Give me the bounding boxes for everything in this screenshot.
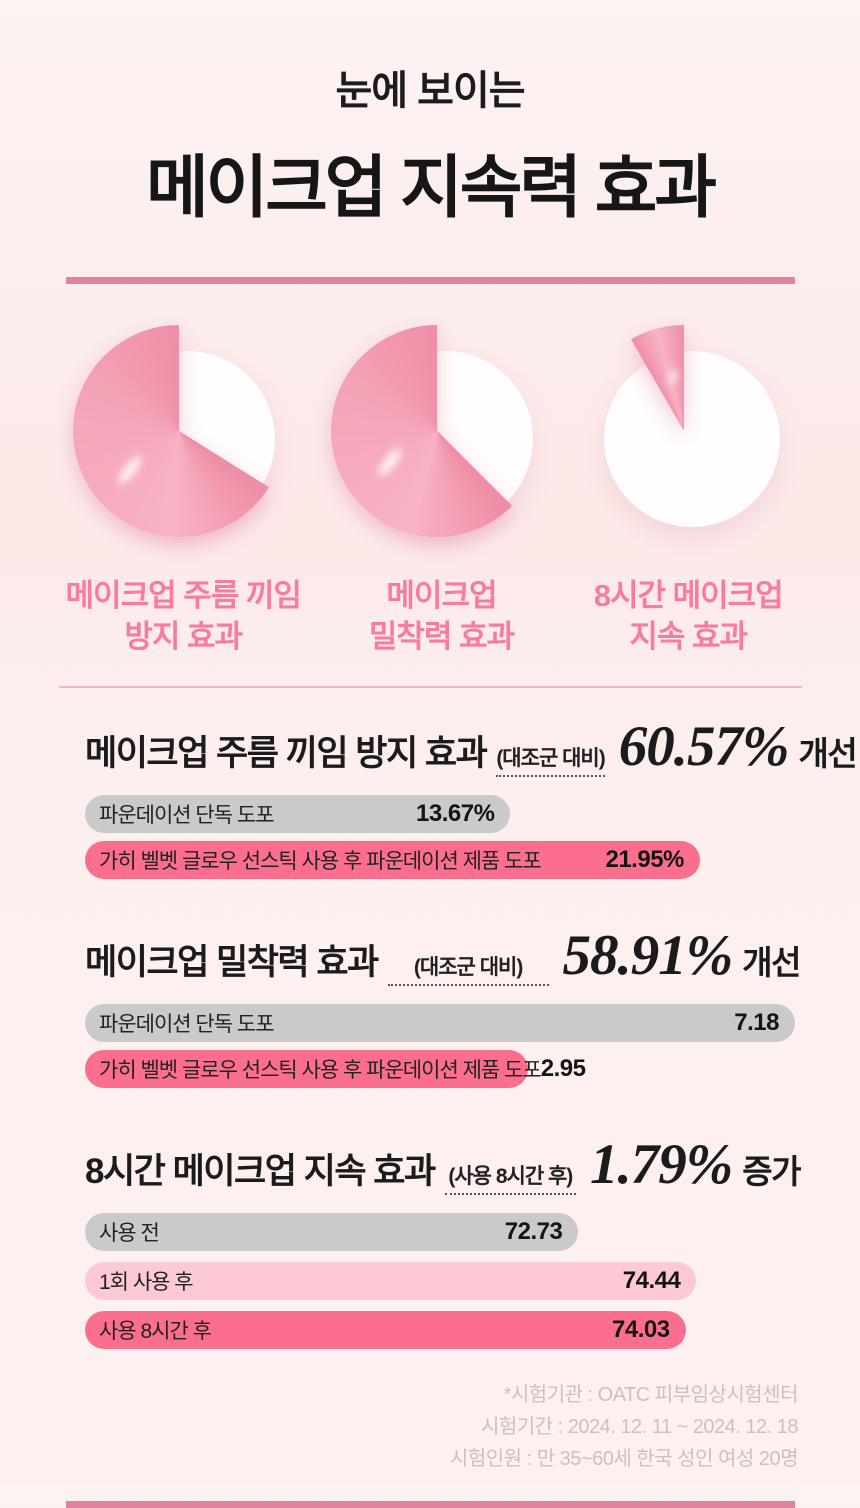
section-1-condition: (대조군 대비) bbox=[496, 742, 606, 777]
footnote-test-period: 시험기간 : 2024. 12. 11 ~ 2024. 12. 18 bbox=[480, 1415, 799, 1438]
footnote: *시험기관 : OATC 피부임상시험센터 시험기간 : 2024. 12. 1… bbox=[0, 1379, 860, 1475]
section-3-bar-1-value: 72.73 bbox=[504, 1217, 563, 1245]
section-3-condition: (사용 8시간 후) bbox=[444, 1160, 577, 1195]
section-2-bar-1-value: 7.18 bbox=[734, 1008, 779, 1036]
section-2-condition: (대조군 대비) bbox=[387, 951, 549, 986]
section-3-bar-2-value: 74.44 bbox=[622, 1266, 681, 1294]
pie-1-gloss-highlight bbox=[115, 453, 145, 487]
section-1-heading: 메이크업 주름 끼임 방지 효과 bbox=[85, 733, 488, 773]
pie-adhesion: 메이크업 밀착력 효과 bbox=[326, 320, 556, 658]
section-1-value: 60.57% bbox=[618, 714, 790, 778]
section-1-bar-2-value: 21.95% bbox=[605, 845, 684, 873]
section-3-value: 1.79% bbox=[590, 1132, 733, 1196]
footnote-test-institute: *시험기관 : OATC 피부임상시험센터 bbox=[503, 1383, 799, 1406]
section-3-bar-3: 사용 8시간 후 74.03 bbox=[85, 1310, 686, 1349]
section-2-bar-2: 가히 벨벳 글로우 선스틱 사용 후 파운데이션 제품 도포 2.95 bbox=[85, 1049, 586, 1088]
section-2-bar-1: 파운데이션 단독 도포 7.18 bbox=[85, 1003, 795, 1042]
pie-3-gloss-highlight bbox=[668, 368, 679, 386]
section-2-value: 58.91% bbox=[562, 923, 734, 987]
page-title: 메이크업 지속력 효과 bbox=[146, 150, 717, 226]
pie-2-label-line2: 밀착력 효과 bbox=[368, 618, 515, 654]
pie-chart-row: 메이크업 주름 끼임 방지 효과 메이크업 밀착력 효과 8시간 메이크업 지속… bbox=[40, 320, 820, 658]
pie-1-label-line2: 방지 효과 bbox=[124, 618, 243, 654]
pie-3-label: 8시간 메이크업 지속 효과 bbox=[593, 576, 784, 658]
section-1-bar-1-label: 파운데이션 단독 도포 bbox=[99, 803, 275, 827]
pie-2-label-line1: 메이크업 bbox=[386, 578, 497, 613]
section-1-suffix: 개선 bbox=[798, 734, 857, 772]
section-2-bar-2-label: 가히 벨벳 글로우 선스틱 사용 후 파운데이션 제품 도포 bbox=[99, 1058, 542, 1082]
section-1-bar-1: 파운데이션 단독 도포 13.67% bbox=[85, 794, 511, 833]
pie-8hour-persistence: 8시간 메이크업 지속 효과 bbox=[556, 320, 820, 658]
section-3-suffix: 증가 bbox=[742, 1152, 801, 1190]
pie-2-filled-wedge bbox=[331, 325, 544, 537]
section-3-bar-1: 사용 전 72.73 bbox=[85, 1212, 579, 1251]
pie-3-label-line1: 8시간 메이크업 bbox=[593, 578, 784, 613]
section-2-heading: 메이크업 밀착력 효과 bbox=[85, 942, 379, 982]
pie-3-label-line2: 지속 효과 bbox=[629, 618, 748, 654]
section-2-heading-row: 메이크업 밀착력 효과 (대조군 대비) 58.91% 개선 bbox=[85, 923, 801, 988]
section-1-bar-2-label: 가히 벨벳 글로우 선스틱 사용 후 파운데이션 제품 도포 bbox=[99, 849, 542, 873]
section-3-bar-2-label: 1회 사용 후 bbox=[99, 1270, 194, 1294]
top-divider bbox=[65, 277, 795, 284]
pie-1-label-line1: 메이크업 주름 끼임 bbox=[65, 578, 302, 613]
section-3-heading: 8시간 메이크업 지속 효과 bbox=[85, 1151, 436, 1191]
section-3-bar-3-label: 사용 8시간 후 bbox=[99, 1319, 212, 1343]
pie-chart-3 bbox=[578, 320, 796, 550]
section-1-heading-row: 메이크업 주름 끼임 방지 효과 (대조군 대비) 60.57% 개선 bbox=[85, 714, 858, 779]
footnote-test-subjects: 시험인원 : 만 35~60세 한국 성인 여성 20명 bbox=[449, 1447, 799, 1470]
title-subtitle: 눈에 보이는 bbox=[335, 69, 525, 113]
thin-divider bbox=[58, 685, 802, 688]
bottom-divider bbox=[65, 1500, 795, 1508]
section-2-bar-1-label: 파운데이션 단독 도포 bbox=[99, 1012, 275, 1036]
section-2-suffix: 개선 bbox=[742, 943, 801, 981]
section-1-bar-2: 가히 벨벳 글로우 선스틱 사용 후 파운데이션 제품 도포 21.95% bbox=[85, 840, 700, 879]
pie-1-label: 메이크업 주름 끼임 방지 효과 bbox=[65, 576, 302, 658]
pie-chart-2 bbox=[326, 320, 556, 550]
pie-2-label: 메이크업 밀착력 효과 bbox=[368, 576, 515, 658]
section-2-bar-2-value: 2.95 bbox=[540, 1054, 586, 1082]
section-3-heading-row: 8시간 메이크업 지속 효과 (사용 8시간 후) 1.79% 증가 bbox=[85, 1132, 801, 1197]
pie-1-filled-wedge bbox=[73, 325, 286, 537]
pie-chart-1 bbox=[68, 320, 298, 550]
pie-3-filled-wedge bbox=[578, 325, 791, 537]
section-1-bar-1-value: 13.67% bbox=[416, 799, 495, 827]
bar-chart-sections: 메이크업 주름 끼임 방지 효과 (대조군 대비) 60.57% 개선 파운데이션 단독… bbox=[85, 714, 858, 1349]
pie-wrinkle-prevention: 메이크업 주름 끼임 방지 효과 bbox=[40, 320, 326, 658]
title-block: 눈에 보이는 메이크업 지속력 효과 bbox=[0, 0, 860, 231]
section-3-bar-2: 1회 사용 후 74.44 bbox=[85, 1261, 697, 1300]
section-3-bar-3-value: 74.03 bbox=[612, 1315, 670, 1343]
section-3-bar-1-label: 사용 전 bbox=[99, 1221, 160, 1245]
pie-2-gloss-highlight bbox=[376, 445, 405, 479]
